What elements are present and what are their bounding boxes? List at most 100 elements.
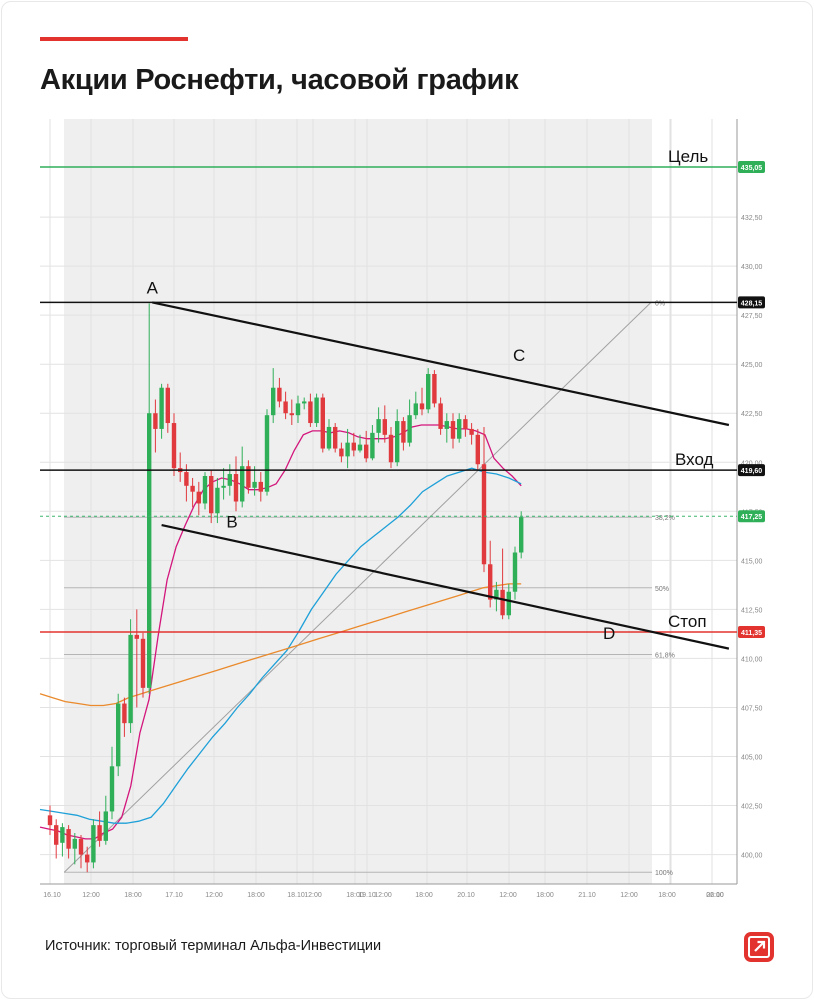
candle-down — [171, 423, 177, 469]
candle-down — [122, 703, 127, 724]
point-label-c: C — [513, 346, 525, 365]
x-tick-label: 17.10 — [165, 892, 183, 899]
level-label-stop: Стоп — [668, 612, 707, 631]
accent-bar — [40, 37, 188, 41]
ma-slow-line — [39, 583, 522, 707]
page-title: Акции Роснефти, часовой график — [40, 64, 519, 96]
candle-up — [271, 387, 276, 416]
y-tick-label: 412,50 — [741, 607, 763, 614]
candle-down — [277, 387, 282, 402]
candle-down — [258, 481, 263, 492]
y-tick-label: 410,00 — [741, 656, 763, 663]
candle-up — [345, 442, 350, 457]
candle-up — [128, 634, 133, 724]
candle-up — [221, 485, 226, 488]
x-tick-label: 16.10 — [43, 892, 61, 899]
candle-up — [512, 552, 518, 592]
x-tick-label: 12:00 — [620, 892, 638, 899]
level-badge-text: 419,60 — [741, 468, 763, 475]
x-tick-label: 21.10 — [578, 892, 596, 899]
candle-down — [475, 434, 480, 465]
candle-up — [457, 419, 462, 439]
x-tick-label: 18:00 — [658, 892, 676, 899]
level-badge-stop — [738, 625, 765, 638]
candle-down — [47, 815, 53, 826]
x-tick-label: 20.10 — [457, 892, 475, 899]
candle-up — [326, 426, 332, 449]
candle-down — [85, 854, 90, 863]
candle-up — [202, 476, 208, 504]
candle-down — [463, 419, 468, 429]
x-tick-label: 06:00 — [706, 892, 724, 899]
candle-down — [500, 589, 505, 616]
level-label-target: Цель — [668, 147, 708, 166]
candle-down — [481, 464, 487, 565]
candle-down — [432, 374, 437, 404]
y-tick-label: 407,50 — [741, 705, 763, 712]
x-tick-label: 18.10 — [287, 892, 305, 899]
y-tick-label: 427,50 — [741, 313, 763, 320]
last-price-text: 417,25 — [741, 514, 763, 521]
candle-down — [196, 491, 201, 504]
candle-up — [103, 811, 108, 841]
candle-up — [159, 387, 164, 429]
candle-up — [370, 432, 375, 459]
candle-up — [91, 825, 96, 863]
candle-up — [302, 401, 307, 404]
candle-down — [78, 838, 84, 855]
candle-down — [289, 413, 294, 416]
candle-up — [395, 421, 400, 463]
candle-up — [407, 415, 412, 443]
x-tick-label: 18:00 — [536, 892, 554, 899]
x-tick-label: 12:00 — [374, 892, 392, 899]
candle-down — [184, 472, 189, 486]
source-note: Источник: торговый терминал Альфа-Инвест… — [45, 938, 382, 954]
candle-down — [209, 476, 214, 514]
level-badge-entry — [738, 464, 765, 477]
y-tick-label: 422,50 — [741, 411, 763, 418]
ma-mid-line — [39, 467, 522, 824]
fib-level-label: 38,2% — [655, 515, 675, 522]
candle-up — [444, 421, 449, 429]
x-tick-label: 19.10 — [358, 892, 376, 899]
y-tick-label: 402,50 — [741, 804, 763, 811]
x-tick-label: 18:00 — [124, 892, 142, 899]
candle-down — [351, 442, 356, 451]
candle-down — [190, 485, 195, 492]
fib-level-label: 0% — [655, 300, 665, 307]
x-tick-label: 12:00 — [205, 892, 223, 899]
candle-down — [339, 448, 344, 457]
candle-down — [97, 825, 102, 841]
trend-line-lower — [161, 523, 730, 650]
level-badge-text: 428,15 — [741, 300, 763, 307]
last-price-badge — [738, 510, 765, 523]
candle-down — [66, 829, 71, 849]
x-tick-label: 22.10 — [706, 892, 724, 899]
candle-down — [419, 403, 425, 410]
candle-down — [246, 466, 251, 488]
level-badge-target — [738, 161, 765, 174]
level-badge-text: 435,05 — [741, 165, 763, 172]
fib-level-label: 61,8% — [655, 653, 675, 660]
candle-up — [252, 481, 257, 488]
candle-down — [382, 419, 387, 435]
candle-down — [308, 401, 313, 424]
candle-up — [227, 474, 232, 486]
candle-up — [147, 413, 152, 688]
y-tick-label: 425,00 — [741, 362, 763, 369]
candle-down — [54, 825, 59, 845]
candle-up — [413, 403, 418, 416]
candle-down — [438, 403, 443, 429]
y-tick-label: 430,00 — [741, 264, 763, 271]
candle-up — [240, 466, 245, 502]
x-tick-label: 12:00 — [82, 892, 100, 899]
candle-up — [109, 766, 115, 812]
session-shading — [64, 119, 652, 884]
candle-up — [60, 827, 65, 843]
candle-down — [283, 401, 288, 414]
y-tick-label: 432,50 — [741, 215, 763, 222]
candle-up — [494, 589, 499, 600]
y-tick-label: 405,00 — [741, 755, 763, 762]
y-tick-label: 420,00 — [741, 460, 763, 467]
